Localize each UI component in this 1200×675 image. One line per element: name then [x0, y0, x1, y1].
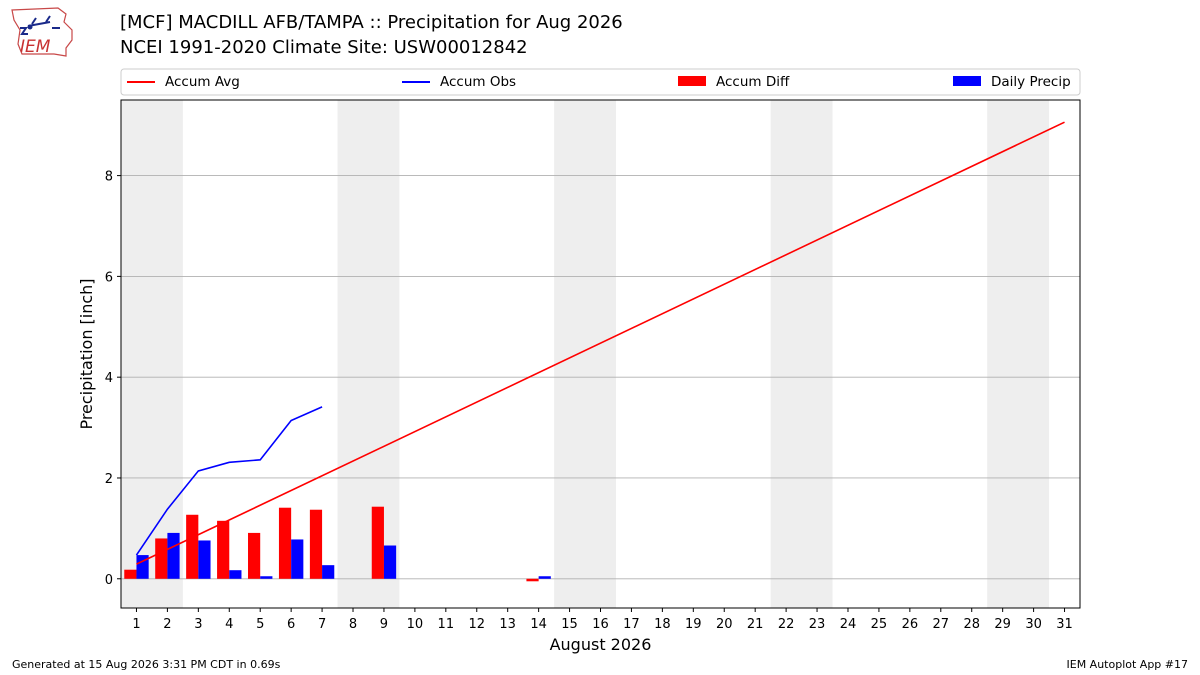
y-axis-label: Precipitation [inch] [77, 278, 96, 429]
x-tick-label: 27 [933, 617, 950, 632]
legend: Accum Avg Accum Obs Accum Diff Daily Precip [120, 68, 1081, 96]
daily-precip-bar [322, 565, 335, 579]
weekend-band [987, 100, 1050, 608]
x-tick-label: 21 [747, 617, 764, 632]
daily-precip-bar [229, 570, 242, 579]
x-tick-label: 14 [530, 617, 547, 632]
chart-subtitle: NCEI 1991-2020 Climate Site: USW00012842 [120, 37, 528, 58]
x-tick-label: 25 [871, 617, 888, 632]
x-tick-label: 23 [809, 617, 826, 632]
iowa-outline-icon [11, 7, 73, 57]
accum-diff-bar [371, 506, 384, 579]
weekend-band [770, 100, 833, 608]
accum-diff-bar [526, 578, 539, 582]
anemometer-icon [27, 24, 33, 30]
accum-diff-bar [217, 520, 230, 579]
x-tick-label: 29 [994, 617, 1011, 632]
weekend-band [554, 100, 616, 608]
accum-avg-line [136, 121, 1065, 565]
x-tick-label: 11 [438, 617, 455, 632]
x-tick-label: 31 [1056, 617, 1073, 632]
x-tick-label: 16 [592, 617, 609, 632]
daily-precip-bar [198, 540, 211, 579]
accum-obs-line [135, 406, 323, 556]
accum-diff-bar [309, 509, 323, 579]
daily-precip-bar [291, 539, 304, 579]
daily-precip-bar [383, 545, 397, 579]
autoplot-app-label: IEM Autoplot App #17 [1066, 658, 1189, 671]
legend-box [120, 68, 1081, 96]
generated-timestamp: Generated at 15 Aug 2026 3:31 PM CDT in … [12, 658, 281, 671]
y-tick-label: 8 [105, 170, 113, 185]
legend-accum-diff-swatch [678, 76, 706, 86]
legend-accum-diff-label: Accum Diff [716, 74, 790, 90]
x-tick-label: 7 [318, 617, 326, 632]
x-tick-label: 2 [163, 617, 171, 632]
x-tick-label: 19 [685, 617, 702, 632]
x-tick-label: 15 [561, 617, 578, 632]
x-tick-label: 26 [902, 617, 919, 632]
y-tick-label: 6 [105, 270, 113, 285]
accum-diff-bar [278, 507, 292, 579]
y-tick-label: 4 [105, 371, 113, 386]
daily-precip-bar [136, 555, 149, 579]
accum-diff-bar [248, 532, 261, 579]
chart-title: [MCF] MACDILL AFB/TAMPA :: Precipitation… [120, 12, 623, 33]
x-tick-label: 6 [287, 617, 295, 632]
x-tick-label: 3 [194, 617, 202, 632]
weekend-band [337, 100, 400, 608]
x-tick-label: 24 [840, 617, 857, 632]
daily-precip-bar [260, 576, 273, 579]
y-tick-label: 0 [105, 573, 113, 588]
axes-frame [120, 99, 1081, 609]
x-tick-label: 1 [132, 617, 140, 632]
x-tick-label: 5 [256, 617, 264, 632]
legend-accum-obs-label: Accum Obs [440, 74, 516, 90]
x-tick-label: 20 [716, 617, 733, 632]
plot-area [121, 100, 1080, 608]
x-tick-label: 8 [349, 617, 357, 632]
x-tick-label: 9 [380, 617, 388, 632]
x-tick-label: 17 [623, 617, 640, 632]
x-tick-label: 13 [499, 617, 516, 632]
legend-daily-precip-label: Daily Precip [991, 74, 1071, 90]
x-tick-label: 4 [225, 617, 233, 632]
x-tick-label: 30 [1025, 617, 1042, 632]
iem-logo: IEM [11, 7, 73, 57]
weekend-band [121, 100, 183, 608]
weather-instruments-icon [20, 15, 60, 35]
logo-text: IEM [20, 37, 51, 57]
accum-diff-bar [155, 538, 168, 579]
daily-precip-bar [538, 576, 551, 579]
daily-precip-bar [167, 532, 180, 579]
legend-accum-avg-label: Accum Avg [165, 74, 240, 90]
y-tick-label: 2 [105, 472, 113, 487]
x-tick-label: 12 [468, 617, 485, 632]
x-axis-label: August 2026 [550, 635, 652, 654]
x-tick-label: 18 [654, 617, 671, 632]
legend-daily-precip-swatch [953, 76, 981, 86]
accum-diff-bar [186, 514, 199, 579]
x-tick-label: 10 [407, 617, 424, 632]
accum-diff-bar [124, 569, 137, 579]
x-tick-label: 22 [778, 617, 795, 632]
x-tick-label: 28 [963, 617, 980, 632]
